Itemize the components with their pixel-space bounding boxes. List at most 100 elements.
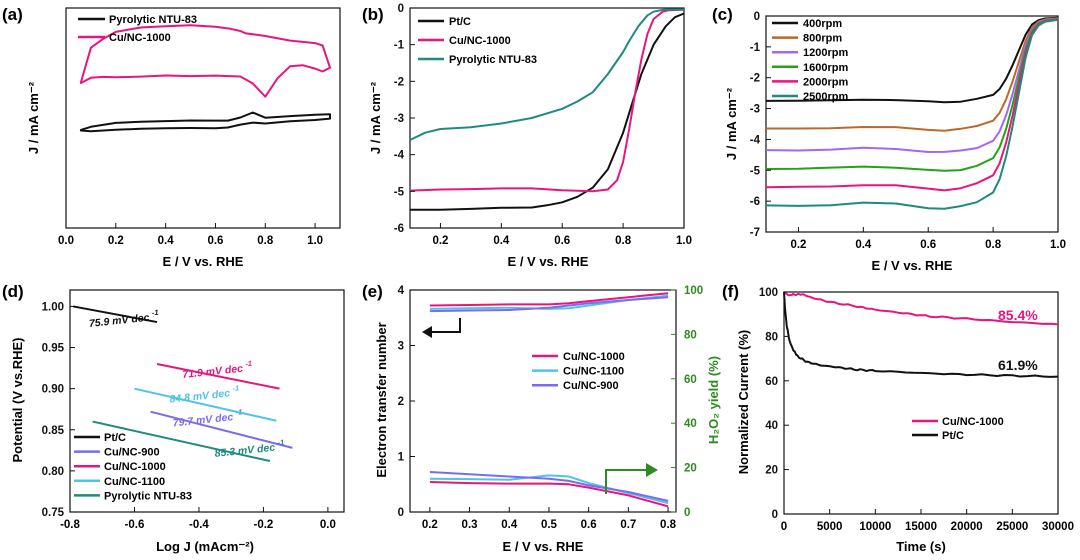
- legend-label-pt-c: Pt/C: [104, 432, 126, 444]
- panel-f-xlabel: Time (s): [896, 539, 946, 554]
- panel-f-frame: [783, 291, 1059, 515]
- legend-label-cu-nc-1000: Cu/NC-1000: [104, 461, 166, 473]
- panel-f-ytick-label: 0: [772, 509, 778, 521]
- panel-f-label: (f): [722, 282, 739, 301]
- series-2500rpm: [765, 18, 1059, 210]
- panel-e-ytick-label: 4: [398, 285, 405, 297]
- panel-a: (a) 0.0 0.2 0.4 0.6 0.8 1.0 Pyrolytic NTU-83 …: [2, 5, 341, 269]
- panel-a-series: [79, 24, 331, 133]
- legend-label-ptc: Pt/C: [449, 16, 471, 28]
- panel-e-ytick-label: 0: [398, 507, 404, 519]
- panel-d: (d) 75.9 mV dec -179.7 mV dec -171.9 mV …: [2, 282, 345, 554]
- legend-label-pyrolytic-ntu-83: Pyrolytic NTU-83: [104, 490, 192, 502]
- panel-d-xtick-label: 0.0: [320, 519, 336, 531]
- panel-a-xtick-label: 1.0: [307, 235, 323, 247]
- panel-b-xtick-label: 1.0: [676, 235, 692, 247]
- legend-label-pyrolytic: Pyrolytic NTU-83: [449, 54, 537, 66]
- slope-label-cu-nc-1100: 84.8 mV dec -1: [169, 383, 240, 405]
- panel-c-ylabel: J / mA cm⁻²: [724, 87, 739, 160]
- panel-c-frame: [765, 15, 1059, 233]
- legend-label-cu-nc-900: Cu/NC-900: [104, 447, 160, 459]
- series-800rpm: [766, 17, 1059, 132]
- panel-b-y-ticks: 0 -1 -2 -3 -4 -5 -6: [394, 3, 415, 235]
- panel-f-x-ticks: 0 5000 10000 15000 20000 25000 30000: [781, 509, 1074, 533]
- panel-d-xtick-label: -0.8: [60, 519, 80, 531]
- panel-c-xtick-label: 0.6: [920, 239, 936, 251]
- panel-a-xtick-label: 0.2: [108, 235, 124, 247]
- panel-d-ytick-label: 0.95: [42, 343, 65, 355]
- panel-a-xtick-label: 0.4: [158, 235, 175, 247]
- panel-c-ytick-label: -7: [750, 227, 760, 239]
- series-cu-nc-1000: [156, 363, 280, 390]
- panel-e-label: (e): [362, 282, 383, 301]
- panel-a-xtick-label: 0.6: [207, 235, 223, 247]
- legend-label-pyrolytic: Pyrolytic NTU-83: [109, 14, 197, 26]
- panel-f-xtick-label: 30000: [1042, 521, 1074, 533]
- series-pt-c: [410, 12, 685, 211]
- panel-f-ytick-label: 100: [759, 287, 778, 299]
- panel-f-xtick-label: 0: [781, 521, 787, 533]
- panel-d-ylabel: Potential (V vs.RHE): [10, 338, 25, 463]
- series-cu-nc-1000: [783, 291, 1059, 326]
- legend-label-800rpm: 800rpm: [803, 33, 842, 45]
- series-pyrolytic-ntu-83: [92, 420, 271, 462]
- panel-f-xtick-label: 10000: [859, 521, 891, 533]
- panel-d-xlabel: Log J (mAcm⁻²): [156, 539, 254, 554]
- panel-d-ytick-label: 0.85: [42, 425, 65, 437]
- panel-f-xtick-label: 25000: [996, 521, 1028, 533]
- panel-b-ytick-label: -6: [394, 223, 404, 235]
- panel-e-right-ylabel: H₂O₂ yield (%): [706, 356, 721, 444]
- series-cu-nc-900: [150, 410, 293, 449]
- panel-b-x-ticks: 0.2 0.4 0.6 0.8 1.0: [432, 223, 692, 247]
- legend-label-400rpm: 400rpm: [803, 18, 842, 30]
- slope-superscript: -1: [245, 359, 253, 369]
- panel-d-x-ticks: -0.8 -0.6 -0.4 -0.2 0.0: [60, 507, 336, 531]
- panel-a-xtick-label: 0.0: [58, 235, 74, 247]
- panel-b-ylabel: J / mA cm⁻²: [368, 81, 383, 154]
- panel-c-ytick-label: -2: [750, 73, 760, 85]
- legend-label-2500rpm: 2500rpm: [803, 91, 848, 103]
- panel-c-series: [765, 16, 1059, 210]
- panel-e-xtick-label: 0.5: [541, 519, 558, 531]
- panel-f-ytick-label: 80: [765, 331, 778, 343]
- panel-c-ytick-label: -6: [750, 196, 760, 208]
- panel-e-legend: Cu/NC-1000 Cu/NC-1100 Cu/NC-900: [532, 351, 625, 392]
- panel-d-label: (d): [2, 282, 24, 301]
- panel-c-xtick-label: 0.4: [855, 239, 872, 251]
- panel-b-ytick-label: -5: [394, 186, 405, 198]
- panel-e-xtick-label: 0.4: [501, 519, 518, 531]
- panel-b-ytick-label: -1: [394, 40, 405, 52]
- panel-c-ytick-label: -3: [750, 104, 760, 116]
- panel-e-right-ytick-label: 80: [684, 329, 697, 341]
- panel-f: (f) 0 5000 10000 15000 20000 25000 30000 0 20 40…: [722, 282, 1074, 554]
- panel-f-ylabel: Normalized Current (%): [736, 330, 751, 474]
- panel-c-y-ticks: 0 -1 -2 -3 -4 -5 -6 -7: [750, 11, 771, 239]
- panel-b-ytick-label: -2: [394, 76, 404, 88]
- panel-c-legend: 400rpm 800rpm 1200rpm 1600rpm 2000rpm 2500rpm: [772, 18, 848, 103]
- series-2000rpm: [765, 18, 1059, 192]
- panel-c-label: (c): [712, 5, 733, 24]
- panel-b-ytick-label: 0: [398, 3, 404, 15]
- panel-e-xlabel: E / V vs. RHE: [503, 539, 584, 554]
- panel-e-right-ytick-label: 0: [684, 507, 690, 519]
- legend-label-1200rpm: 1200rpm: [803, 47, 848, 59]
- h2o2-yield-cu-nc-1000: [429, 481, 669, 508]
- left-arrow-line: [426, 318, 461, 333]
- panel-d-ytick-label: 0.75: [42, 507, 65, 519]
- legend-label-cu-nc-1100: Cu/NC-1100: [563, 366, 624, 378]
- panel-e-right-ytick-label: 100: [684, 285, 703, 297]
- right-arrow-head: [646, 463, 658, 477]
- panel-e-xtick-label: 0.8: [660, 519, 677, 531]
- series-cu-nc-1000: [79, 24, 331, 98]
- panel-e-xtick-label: 0.7: [620, 519, 636, 531]
- panel-c-xtick-label: 0.8: [985, 239, 1002, 251]
- panel-e-xtick-label: 0.2: [422, 519, 438, 531]
- panel-b-xtick-label: 0.8: [615, 235, 632, 247]
- series-pyrolytic-ntu-83: [79, 111, 331, 133]
- panel-e-ylabel: Electron transfer number: [374, 322, 389, 477]
- panel-e-ytick-label: 2: [398, 396, 404, 408]
- panel-f-ytick-label: 20: [765, 465, 778, 477]
- panel-e-ytick-label: 1: [398, 452, 405, 464]
- legend-label-ptc: Pt/C: [942, 430, 964, 442]
- series-1200rpm: [765, 17, 1059, 153]
